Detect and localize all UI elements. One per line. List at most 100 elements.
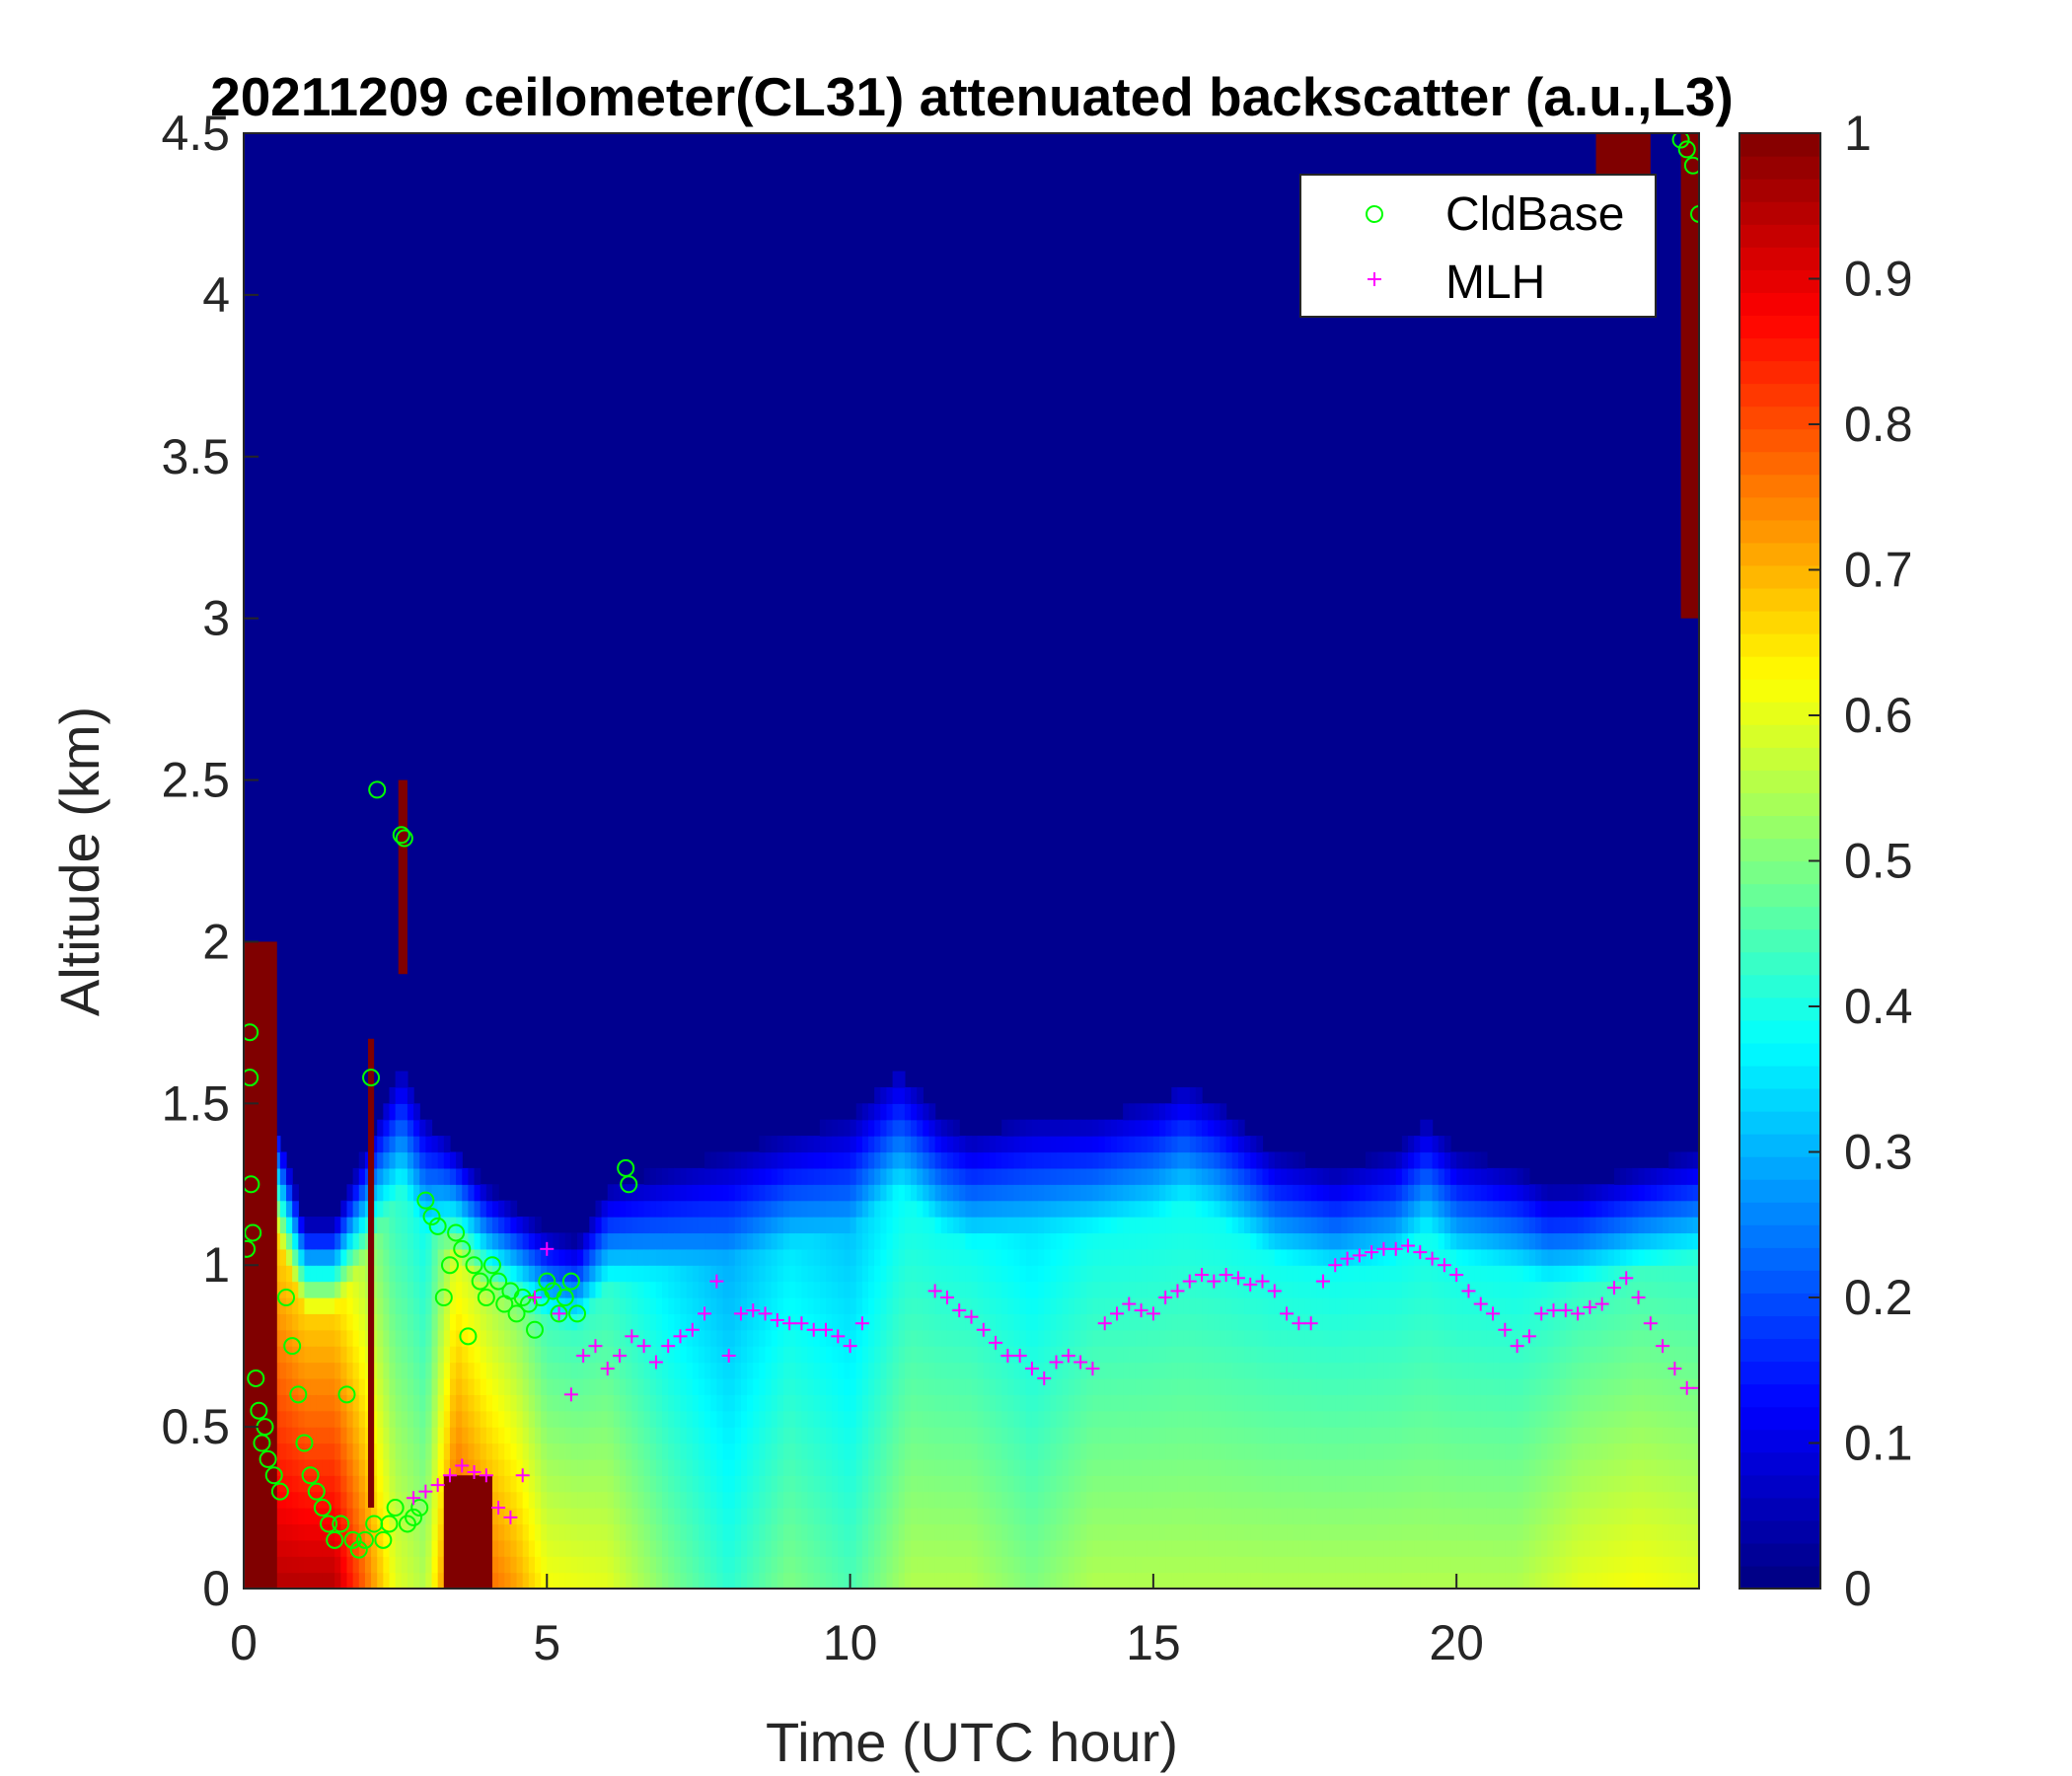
heatmap-cell (607, 1523, 615, 1541)
heatmap-cell (607, 1217, 615, 1234)
heatmap-cell (1129, 1410, 1137, 1428)
heatmap-cell (868, 1329, 875, 1347)
heatmap-cell (1123, 1539, 1130, 1557)
heatmap-cell (826, 1377, 833, 1395)
heatmap-cell (680, 1265, 688, 1283)
heatmap-cell (279, 1265, 287, 1283)
heatmap-cell (371, 1136, 378, 1153)
heatmap-cell (668, 1329, 675, 1347)
heatmap-cell (1159, 1136, 1166, 1153)
heatmap-cell (819, 1394, 827, 1412)
heatmap-cell (819, 1508, 827, 1525)
heatmap-cell (637, 1346, 645, 1364)
heatmap-cell (777, 1458, 784, 1476)
heatmap-cell (498, 1491, 505, 1509)
heatmap-cell (553, 1475, 560, 1493)
heatmap-cell (1183, 1329, 1191, 1347)
heatmap-cell (1195, 1458, 1203, 1476)
heatmap-cell (1165, 1297, 1172, 1314)
heatmap-cell (340, 1329, 348, 1347)
heatmap-cell (504, 1313, 512, 1331)
heatmap-cell (759, 1265, 767, 1283)
heatmap-cell (1195, 1151, 1203, 1169)
heatmap-cell (917, 1313, 924, 1331)
heatmap-cell (1208, 1377, 1215, 1395)
heatmap-cell (468, 1329, 476, 1347)
heatmap-cell (813, 1377, 821, 1395)
heatmap-cell (886, 1508, 894, 1525)
heatmap-cell (1117, 1362, 1124, 1379)
heatmap-cell (395, 1297, 403, 1314)
heatmap-cell (395, 1136, 403, 1153)
heatmap-cell (1098, 1313, 1106, 1331)
heatmap-cell (1038, 1508, 1045, 1525)
heatmap-cell (1310, 1443, 1318, 1460)
heatmap-cell (1062, 1410, 1070, 1428)
heatmap-cell (468, 1184, 476, 1202)
heatmap-cell (516, 1523, 524, 1541)
heatmap-cell (431, 1167, 439, 1185)
heatmap-cell (832, 1362, 839, 1379)
heatmap-cell (1225, 1313, 1233, 1331)
heatmap-cell (782, 1167, 790, 1185)
heatmap-cell (747, 1572, 754, 1589)
heatmap-cell (934, 1313, 942, 1331)
heatmap-cell (286, 1313, 293, 1331)
heatmap-cell (1092, 1184, 1100, 1202)
heatmap-cell (413, 1119, 420, 1137)
heatmap-cell (304, 1232, 312, 1250)
heatmap-cell (740, 1523, 748, 1541)
heatmap-cell (886, 1151, 894, 1169)
heatmap-cell (468, 1313, 476, 1331)
heatmap-cell (1171, 1119, 1179, 1137)
heatmap-cell (1195, 1184, 1203, 1202)
heatmap-cell (1322, 1184, 1330, 1202)
heatmap-cell (989, 1491, 997, 1509)
heatmap-cell (826, 1427, 833, 1444)
heatmap-cell (1171, 1167, 1179, 1185)
heatmap-cell (304, 1217, 312, 1234)
heatmap-cell (407, 1103, 414, 1121)
heatmap-cell (1129, 1443, 1137, 1460)
heatmap-cell (1031, 1427, 1039, 1444)
heatmap-cell (1310, 1410, 1318, 1428)
heatmap-cell (819, 1458, 827, 1476)
heatmap-cell (704, 1556, 711, 1574)
heatmap-cell (389, 1377, 397, 1395)
heatmap-cell (692, 1167, 700, 1185)
heatmap-cell (480, 1427, 487, 1444)
heatmap-cell (1141, 1508, 1148, 1525)
heatmap-cell (1147, 1248, 1154, 1266)
heatmap-cell (1013, 1297, 1021, 1314)
heatmap-cell (1141, 1377, 1148, 1395)
heatmap-cell (692, 1329, 700, 1347)
heatmap-cell (1298, 1248, 1306, 1266)
heatmap-cell (340, 1410, 348, 1428)
heatmap-cell (329, 1377, 335, 1395)
heatmap-cell (934, 1200, 942, 1218)
heatmap-cell (292, 1265, 299, 1283)
heatmap-cell (996, 1572, 1002, 1589)
heatmap-cell (1001, 1281, 1008, 1298)
heatmap-cell (431, 1508, 439, 1525)
heatmap-cell (425, 1410, 433, 1428)
heatmap-cell (795, 1475, 803, 1493)
heatmap-cell (1298, 1346, 1306, 1364)
heatmap-cell (777, 1491, 784, 1509)
heatmap-cell (832, 1151, 839, 1169)
heatmap-cell (892, 1475, 900, 1493)
heatmap-cell (953, 1346, 960, 1364)
heatmap-cell (1322, 1539, 1330, 1557)
heatmap-cell (358, 1167, 366, 1185)
heatmap-cell (1250, 1297, 1257, 1314)
heatmap-cell (946, 1556, 954, 1574)
heatmap-cell (395, 1556, 403, 1574)
heatmap-cell (1068, 1491, 1075, 1509)
heatmap-cell (874, 1458, 881, 1476)
heatmap-cell (874, 1377, 881, 1395)
heatmap-cell (425, 1523, 433, 1541)
heatmap-cell (716, 1346, 724, 1364)
heatmap-cell (413, 1427, 420, 1444)
heatmap-cell (1244, 1297, 1251, 1314)
heatmap-cell (1001, 1329, 1008, 1347)
